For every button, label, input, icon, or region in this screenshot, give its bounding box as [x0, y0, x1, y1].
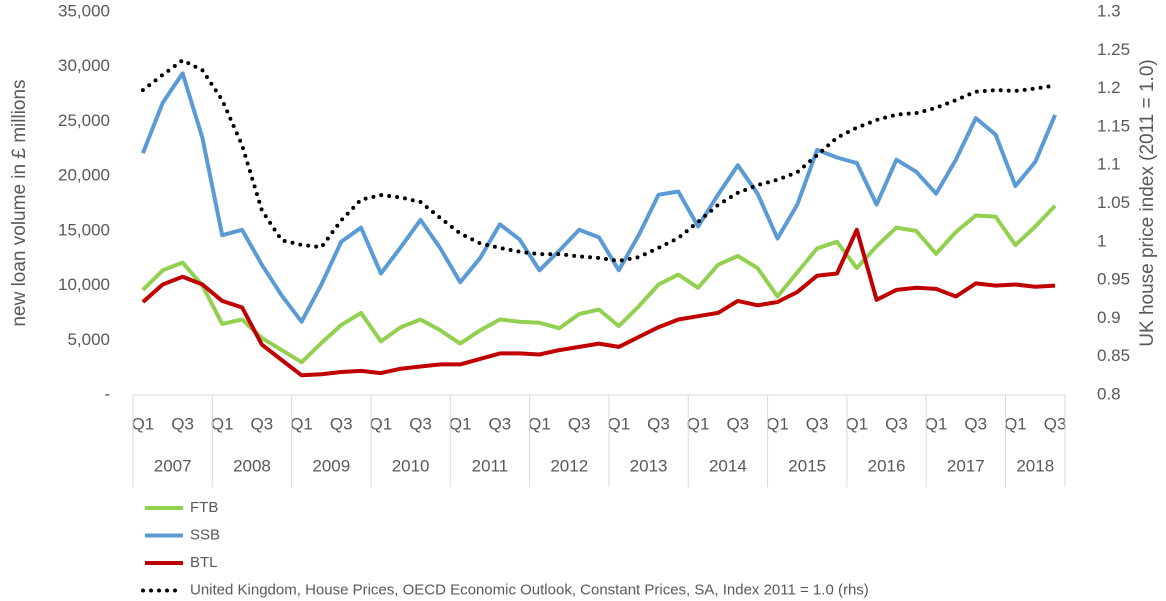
x-tick-label: Q3 [489, 414, 512, 433]
legend-label: FTB [190, 499, 218, 516]
y-tick-label: 10,000 [58, 275, 110, 294]
x-tick-label: Q1 [925, 414, 948, 433]
y2-tick-label: 1.2 [1097, 78, 1121, 97]
y2-tick-label: 1.1 [1097, 155, 1121, 174]
year-label: 2015 [788, 456, 826, 475]
x-tick-label: Q1 [1004, 414, 1027, 433]
year-label: 2010 [392, 456, 430, 475]
y-tick-label: 25,000 [58, 111, 110, 130]
y2-tick-label: 1 [1097, 231, 1106, 250]
x-tick-label: Q1 [370, 414, 393, 433]
year-label: 2009 [312, 456, 350, 475]
year-label: 2007 [154, 456, 192, 475]
year-label: 2018 [1016, 456, 1054, 475]
x-tick-label: Q3 [409, 414, 432, 433]
y-axis-label: new loan volume in £ millions [9, 79, 30, 326]
x-tick-label: Q3 [806, 414, 829, 433]
series-line [141, 227, 1056, 378]
year-label: 2014 [709, 456, 747, 475]
legend-label: BTL [190, 554, 218, 571]
x-tick-label: Q3 [330, 414, 353, 433]
series-line [141, 71, 1057, 324]
x-tick-label: Q1 [845, 414, 868, 433]
year-label: 2008 [233, 456, 271, 475]
x-tick-label: Q1 [687, 414, 710, 433]
x-tick-label: Q1 [211, 414, 234, 433]
year-label: 2017 [947, 456, 985, 475]
x-tick-label: Q1 [449, 414, 472, 433]
year-label: 2012 [550, 456, 588, 475]
x-tick-label: Q3 [568, 414, 591, 433]
x-tick-label: Q1 [528, 414, 551, 433]
y2-tick-label: 0.95 [1097, 270, 1130, 289]
x-tick-label: Q1 [607, 414, 630, 433]
x-tick-label: Q1 [290, 414, 313, 433]
y2-tick-label: 1.25 [1097, 40, 1130, 59]
y-tick-label: 20,000 [58, 166, 110, 185]
y2-tick-label: 1.3 [1097, 1, 1121, 20]
y-tick-label: 30,000 [58, 56, 110, 75]
x-tick-label: Q3 [647, 414, 670, 433]
x-tick-label: Q3 [726, 414, 749, 433]
y2-tick-label: 0.85 [1097, 346, 1130, 365]
x-tick-label: Q3 [964, 414, 987, 433]
series-line [141, 204, 1057, 365]
x-tick-label: Q1 [766, 414, 789, 433]
x-tick-label: Q1 [132, 414, 155, 433]
y-tick-label: - [104, 384, 110, 403]
y2-tick-label: 0.8 [1097, 384, 1121, 403]
y2-axis-label: UK house price index (2011 = 1.0) [1137, 59, 1158, 346]
year-label: 2013 [630, 456, 668, 475]
y-tick-label: 5,000 [67, 330, 110, 349]
x-tick-label: Q3 [251, 414, 274, 433]
x-tick-label: Q3 [885, 414, 908, 433]
y2-tick-label: 1.15 [1097, 116, 1130, 135]
y-tick-label: 35,000 [58, 1, 110, 20]
legend-label: United Kingdom, House Prices, OECD Econo… [190, 581, 869, 598]
y2-tick-label: 0.9 [1097, 308, 1121, 327]
y2-tick-label: 1.05 [1097, 193, 1130, 212]
y-tick-label: 15,000 [58, 220, 110, 239]
year-label: 2016 [868, 456, 906, 475]
series-line [140, 58, 1058, 263]
year-label: 2011 [472, 456, 509, 475]
legend-label: SSB [190, 526, 220, 543]
x-tick-label: Q3 [1044, 414, 1067, 433]
x-tick-label: Q3 [171, 414, 194, 433]
